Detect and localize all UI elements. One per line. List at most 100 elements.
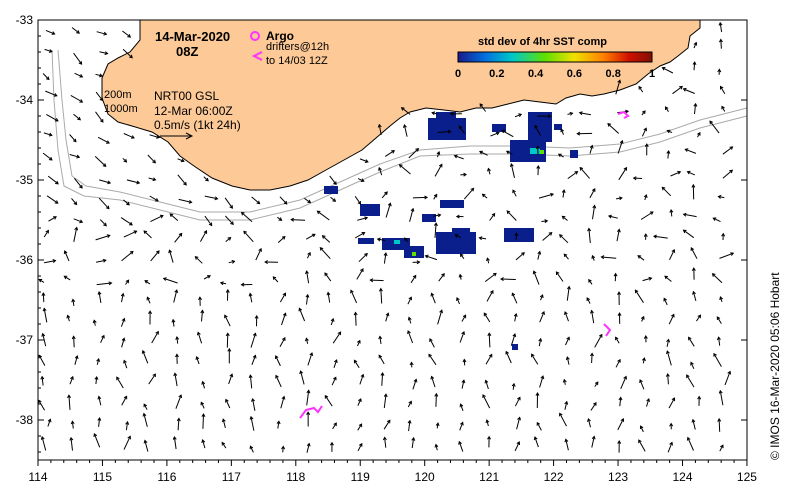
- current-vector-head: [671, 397, 676, 402]
- current-vector-head: [483, 312, 488, 317]
- current-vector: [514, 313, 517, 322]
- current-vector: [327, 292, 331, 303]
- current-vector: [317, 210, 330, 221]
- current-vector-head: [45, 229, 49, 234]
- current-vector: [670, 171, 681, 177]
- current-vector: [200, 402, 205, 409]
- current-vector-head: [99, 73, 104, 78]
- current-vector-head: [159, 214, 164, 219]
- current-vector-head: [143, 230, 148, 234]
- current-vector: [357, 178, 365, 182]
- current-vector-head: [227, 347, 232, 352]
- current-vector-head: [664, 275, 668, 280]
- current-vector-head: [41, 332, 46, 337]
- current-vector-head: [434, 443, 439, 448]
- current-vector-head: [221, 418, 226, 423]
- current-vector-head: [648, 276, 653, 281]
- current-vector: [403, 124, 408, 137]
- current-vector-head: [409, 361, 414, 366]
- current-vector-head: [617, 440, 622, 444]
- current-vector-head: [643, 335, 648, 339]
- current-vector-head: [404, 237, 408, 242]
- current-vector-head: [535, 145, 540, 150]
- current-vector: [667, 150, 670, 159]
- current-vector: [506, 210, 517, 221]
- current-vector: [638, 439, 646, 452]
- current-vector-head: [53, 216, 57, 220]
- current-vector: [385, 203, 391, 218]
- current-vector: [533, 271, 540, 285]
- current-vector: [381, 191, 388, 199]
- current-vector: [718, 418, 721, 432]
- current-vector: [174, 373, 178, 387]
- current-vector: [46, 195, 59, 204]
- current-vector-head: [719, 296, 724, 301]
- current-vector: [370, 279, 384, 282]
- current-vector-head: [224, 314, 228, 319]
- current-vector: [204, 215, 213, 226]
- current-vector: [713, 217, 721, 223]
- current-vector-head: [78, 61, 83, 65]
- current-vector: [640, 211, 654, 220]
- current-vector-head: [155, 330, 159, 335]
- current-vector-head: [102, 258, 107, 263]
- current-vector-head: [641, 357, 646, 362]
- current-vector: [559, 234, 569, 244]
- current-vector-head: [168, 249, 173, 254]
- current-vector: [661, 186, 672, 197]
- current-vector-head: [324, 272, 328, 277]
- current-vector: [378, 355, 385, 365]
- current-vector: [458, 441, 464, 452]
- current-vector: [454, 234, 461, 239]
- current-vector-head: [410, 207, 415, 212]
- current-vector: [249, 375, 253, 389]
- current-vector-head: [730, 252, 735, 256]
- current-vector-head: [79, 184, 83, 189]
- current-vector-head: [493, 272, 497, 277]
- current-vector-head: [152, 373, 156, 378]
- current-vector-head: [591, 188, 596, 192]
- current-vector: [330, 318, 334, 326]
- current-vector-head: [692, 61, 697, 66]
- current-vector: [38, 355, 46, 366]
- current-vector-head: [613, 272, 618, 277]
- current-vector: [511, 292, 518, 304]
- current-vector: [559, 413, 567, 427]
- current-vector-head: [321, 235, 326, 239]
- current-vector: [634, 289, 644, 303]
- current-vector: [121, 251, 134, 262]
- current-vector-head: [434, 392, 439, 397]
- current-vector-head: [433, 193, 438, 198]
- current-vector: [437, 310, 443, 325]
- current-vector: [591, 310, 595, 324]
- current-vector-head: [456, 297, 460, 301]
- current-vector-head: [225, 398, 229, 403]
- current-vector-head: [306, 389, 311, 394]
- current-vector-head: [586, 297, 590, 302]
- current-vector: [563, 253, 569, 260]
- current-vector: [224, 314, 231, 327]
- x-tick-label: 125: [737, 470, 757, 484]
- current-vector: [615, 337, 620, 344]
- current-vector: [506, 150, 513, 155]
- current-vector: [383, 394, 387, 409]
- current-vector-head: [617, 358, 621, 363]
- current-vector: [564, 311, 569, 322]
- current-vector-head: [79, 99, 84, 103]
- current-vector: [98, 197, 110, 210]
- current-vector-head: [306, 442, 311, 447]
- current-vector-head: [97, 395, 102, 400]
- current-vector-head: [143, 439, 148, 444]
- current-vector: [531, 353, 539, 365]
- contour-1000-label: 1000m: [104, 103, 138, 115]
- current-vector-head: [274, 355, 279, 360]
- current-vector: [279, 337, 286, 347]
- current-vector: [539, 375, 544, 388]
- x-tick-label: 120: [415, 470, 435, 484]
- current-vector-head: [541, 311, 545, 315]
- current-vector: [241, 212, 253, 223]
- current-vector-head: [131, 135, 135, 139]
- current-vector: [588, 228, 591, 243]
- current-vector-head: [70, 375, 74, 380]
- current-vector-head: [183, 181, 187, 186]
